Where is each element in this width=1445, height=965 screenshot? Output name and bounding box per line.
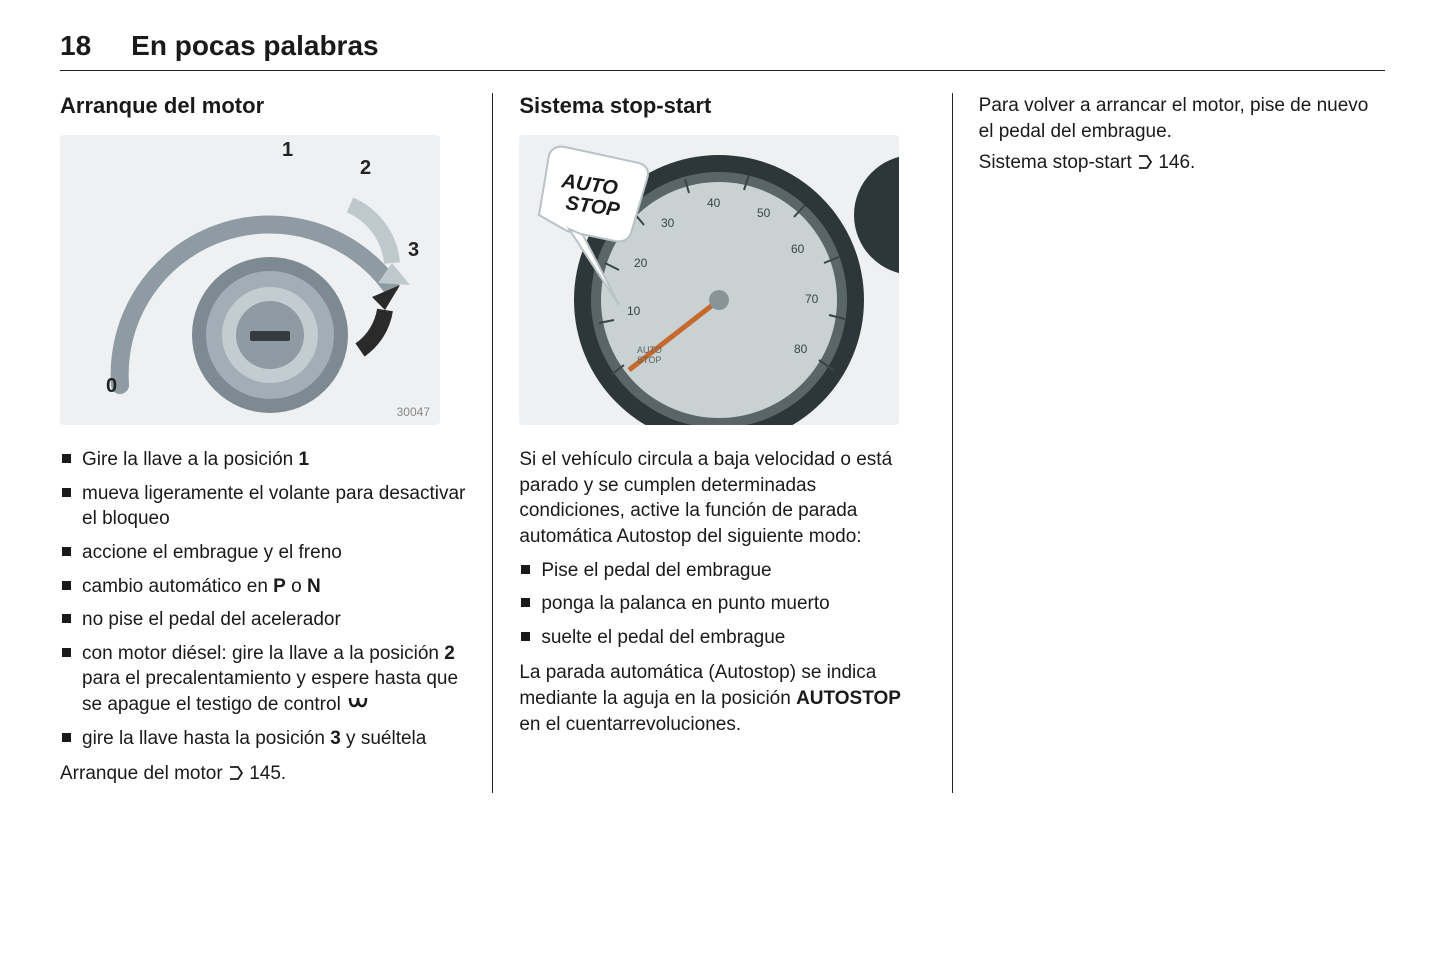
section-title-stopstart: Sistema stop-start [519, 93, 925, 119]
li-text: cambio automático en [82, 576, 273, 597]
manual-page: 18 En pocas palabras Arranque del motor [0, 0, 1445, 823]
svg-text:STOP: STOP [637, 355, 661, 365]
p2-pre: Sistema stop-start [979, 152, 1137, 173]
stopstart-tail: La parada automática (Autostop) se indic… [519, 660, 925, 737]
list-item: gire la llave hasta la posición 3 y suél… [60, 726, 466, 752]
reference-icon [228, 765, 244, 781]
figure-id: 30047 [397, 405, 430, 419]
li-text: gire la llave hasta la posición [82, 728, 330, 749]
tach-svg: AUTO STOP 10 20 30 40 50 60 70 80 AUTO [519, 135, 899, 425]
list-item: ponga la palanca en punto muerto [519, 591, 925, 617]
header-title: En pocas palabras [131, 30, 378, 62]
arranque-steps: Gire la llave a la posición 1 mueva lige… [60, 447, 466, 751]
svg-text:30: 30 [661, 216, 675, 230]
bold-3: 3 [330, 728, 341, 749]
bold-1: 1 [299, 449, 310, 470]
svg-text:50: 50 [757, 206, 771, 220]
svg-text:80: 80 [794, 342, 808, 356]
footer-text: Arranque del motor [60, 763, 228, 784]
list-item: mueva ligeramente el volante para desact… [60, 481, 466, 532]
list-item: Gire la llave a la posición 1 [60, 447, 466, 473]
li-tail: y suéltela [341, 728, 427, 749]
svg-text:10: 10 [627, 304, 641, 318]
header-rule [60, 70, 1385, 71]
key-pos-0: 0 [106, 375, 117, 398]
li-text: con motor diésel: gire la llave a la pos… [82, 643, 444, 664]
list-item: no pise el pedal del acelerador [60, 607, 466, 633]
list-item: accione el embrague y el freno [60, 540, 466, 566]
li-text: Gire la llave a la posición [82, 449, 299, 470]
list-item: con motor diésel: gire la llave a la pos… [60, 641, 466, 718]
page-header: 18 En pocas palabras [60, 30, 1385, 62]
bold-P: P [273, 576, 286, 597]
key-pos-3: 3 [408, 239, 419, 262]
stopstart-steps: Pise el pedal del embrague ponga la pala… [519, 558, 925, 651]
col3-p1: Para volver a arrancar el motor, pise de… [979, 93, 1385, 144]
list-item: suelte el pedal del embrague [519, 625, 925, 651]
column-1: Arranque del motor [60, 93, 492, 793]
footer-ref: 145. [249, 763, 286, 784]
reference-icon [1137, 154, 1153, 170]
bold-N: N [307, 576, 321, 597]
svg-text:20: 20 [634, 256, 648, 270]
page-number: 18 [60, 30, 91, 62]
section-title-arranque: Arranque del motor [60, 93, 466, 119]
column-2: Sistema stop-start [492, 93, 951, 793]
list-item: Pise el pedal del embrague [519, 558, 925, 584]
columns: Arranque del motor [60, 93, 1385, 793]
bold-2: 2 [444, 643, 455, 664]
key-pos-2: 2 [360, 157, 371, 180]
p2-ref: 146. [1158, 152, 1195, 173]
list-item: cambio automático en P o N [60, 574, 466, 600]
svg-text:70: 70 [805, 292, 819, 306]
col3-p2: Sistema stop-start 146. [979, 150, 1385, 176]
svg-text:AUTO: AUTO [637, 345, 662, 355]
column-3: Para volver a arrancar el motor, pise de… [952, 93, 1385, 793]
figure-ignition-key: 0 1 2 3 30047 [60, 135, 440, 425]
stopstart-intro: Si el vehículo circula a baja velocidad … [519, 447, 925, 550]
preheat-icon [346, 694, 372, 714]
li-tail: para el precalentamiento y espere hasta … [82, 668, 458, 715]
key-pos-1: 1 [282, 139, 293, 162]
figure-tachometer: AUTO STOP 10 20 30 40 50 60 70 80 AUTO [519, 135, 899, 425]
svg-text:60: 60 [791, 242, 805, 256]
tail-bold: AUTOSTOP [796, 688, 901, 709]
text-o: o [286, 576, 307, 597]
tail-post: en el cuentarrevoluciones. [519, 714, 741, 735]
svg-text:40: 40 [707, 196, 721, 210]
arranque-footer: Arranque del motor 145. [60, 761, 466, 787]
